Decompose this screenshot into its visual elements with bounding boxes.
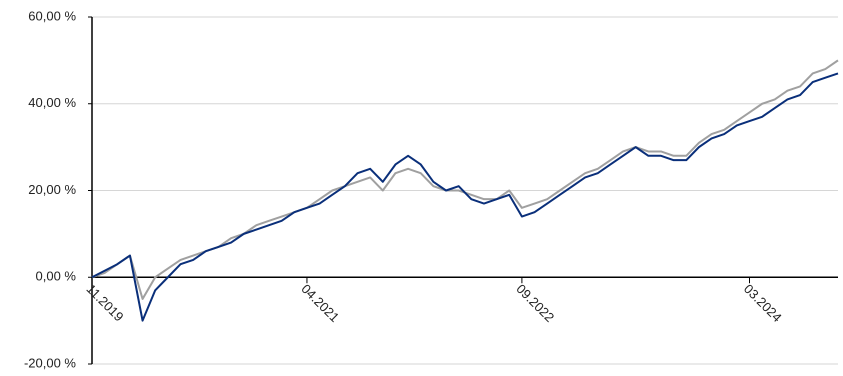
y-tick-label: 20,00 %	[28, 182, 76, 197]
y-tick-label: 60,00 %	[28, 8, 76, 23]
series-line	[91, 59, 839, 300]
x-tick-label: 04.2021	[298, 281, 342, 325]
series-line	[91, 72, 839, 322]
x-tick-label: 11.2019	[83, 281, 126, 324]
y-tick-label: -20,00 %	[24, 355, 76, 370]
y-tick-label: 40,00 %	[28, 95, 76, 110]
x-tick-label: 09.2022	[513, 281, 557, 325]
x-tick-label: 03.2024	[741, 281, 785, 325]
y-tick-label: 0,00 %	[36, 269, 77, 284]
